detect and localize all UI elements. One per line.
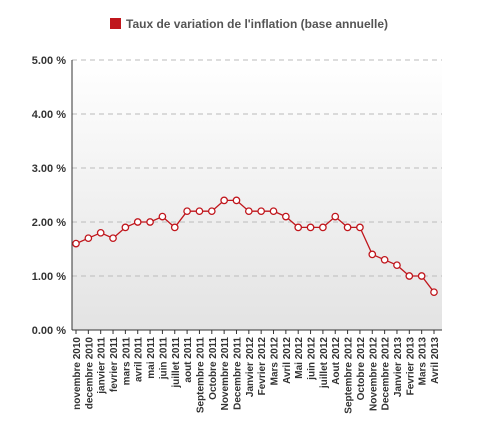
x-tick-label: juin 2011 [158, 337, 169, 381]
x-tick-label: Janvier 2012 [245, 337, 256, 397]
data-point [207, 207, 216, 216]
data-point [109, 234, 117, 243]
x-tick-label: Novembre 2011 [220, 337, 231, 411]
x-tick-label: Octobre 2011 [208, 337, 219, 400]
data-point [84, 234, 93, 243]
x-tick-label: juin 2012 [307, 337, 318, 381]
x-tick-label: Decembre 2012 [381, 337, 392, 411]
x-tick-label: fevrier 2011 [109, 337, 120, 392]
data-point [96, 228, 105, 237]
x-tick-label: mai 2011 [146, 337, 157, 379]
data-point [158, 212, 167, 221]
data-point [393, 261, 401, 270]
data-point [331, 212, 340, 221]
x-tick-label: Mars 2012 [270, 337, 281, 386]
legend-swatch [110, 18, 121, 29]
legend: Taux de variation de l'inflation (base a… [110, 17, 388, 31]
data-point [195, 207, 204, 216]
data-point [232, 196, 241, 205]
axes [71, 60, 442, 331]
data-point [294, 223, 303, 232]
data-point [282, 212, 290, 221]
x-tick-label: avril 2011 [134, 337, 145, 382]
data-point [405, 272, 414, 280]
plot-area [72, 60, 442, 330]
data-point [170, 223, 179, 232]
y-tick-label: 4.00 % [32, 109, 66, 121]
legend-label: Taux de variation de l'inflation (base a… [126, 17, 388, 31]
grid-lines [72, 59, 442, 277]
x-tick-label: Mai 2012 [294, 337, 305, 379]
x-tick-label: novembre 2010 [72, 337, 83, 410]
x-axis-ticks: novembre 2010 decembre 2010 janvier 2011 fe… [72, 330, 441, 414]
y-tick-label: 2.00 % [32, 217, 66, 229]
data-point [183, 207, 191, 216]
x-tick-label: Fevrier 2013 [405, 337, 416, 396]
data-point [343, 223, 352, 232]
data-point [146, 218, 154, 226]
data-point [380, 255, 389, 264]
x-tick-label: Octobre 2012 [356, 337, 367, 401]
y-axis-ticks: 5.00 % 4.00 % 3.00 % 2.00 % 1.00 % 0.00 % [32, 55, 66, 337]
x-tick-label: juillet 2012 [319, 337, 330, 390]
x-tick-label: Novembre 2012 [368, 337, 379, 411]
data-point [430, 288, 438, 297]
data-point [133, 218, 142, 226]
y-tick-label: 1.00 % [32, 271, 66, 283]
data-point [417, 272, 426, 280]
y-tick-label: 0.00 % [32, 325, 66, 337]
data-point [121, 223, 130, 232]
data-point [269, 207, 278, 216]
x-tick-label: Mars 2013 [418, 337, 429, 386]
data-point [72, 239, 80, 248]
data-point [257, 207, 266, 216]
x-tick-label: decembre 2010 [84, 337, 95, 410]
y-tick-label: 5.00 % [32, 55, 66, 67]
x-tick-label: aout 2011 [183, 337, 194, 383]
x-tick-label: Septembre 2011 [195, 337, 206, 414]
data-point [244, 207, 253, 216]
x-tick-label: Avril 2012 [282, 337, 293, 384]
x-tick-label: Fevrier 2012 [257, 337, 268, 396]
data-point [368, 250, 377, 259]
x-tick-label: Janvier 2013 [393, 337, 404, 397]
x-tick-label: Septembre 2012 [344, 337, 355, 414]
y-tick-label: 3.00 % [32, 163, 66, 175]
data-point [356, 223, 364, 232]
x-tick-label: juillet 2011 [171, 337, 182, 389]
x-tick-label: Aout 2012 [331, 337, 342, 385]
x-tick-label: Avril 2013 [430, 337, 441, 384]
x-tick-label: janvier 2011 [97, 337, 108, 395]
data-point [319, 223, 327, 232]
series-inflation [72, 196, 438, 297]
data-point [306, 223, 315, 232]
data-point [220, 196, 228, 205]
x-tick-label: mars 2011 [121, 337, 132, 386]
x-tick-label: Decembre 2011 [232, 337, 243, 410]
